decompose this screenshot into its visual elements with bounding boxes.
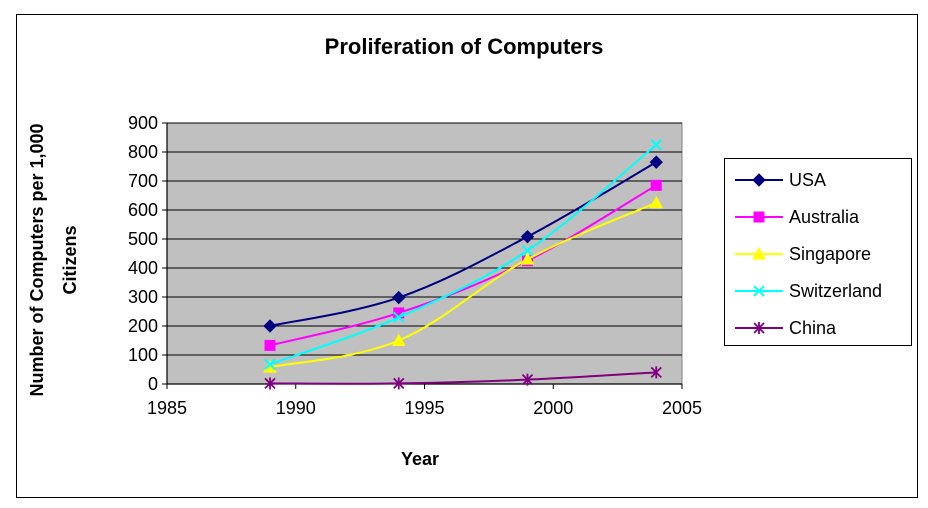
data-point-usa bbox=[392, 290, 406, 305]
data-point-australia bbox=[264, 339, 276, 351]
series-line-singapore bbox=[269, 201, 657, 369]
series-usa bbox=[263, 155, 663, 333]
legend-item-australia: Australia bbox=[725, 205, 911, 229]
series-switzerland bbox=[264, 139, 662, 370]
x-tick-label: 1995 bbox=[404, 398, 444, 418]
legend-marker-x bbox=[753, 285, 765, 297]
y-tick-label: 400 bbox=[128, 258, 158, 278]
legend-item-switzerland: Switzerland bbox=[725, 279, 911, 303]
data-point-usa bbox=[520, 229, 535, 244]
y-tick-label: 500 bbox=[128, 229, 158, 249]
y-tick-label: 100 bbox=[128, 345, 158, 365]
data-point-switzerland bbox=[264, 358, 276, 370]
series-line-switzerland bbox=[269, 143, 657, 366]
chart-title: Proliferation of Computers bbox=[324, 34, 604, 59]
legend-marker-usa bbox=[735, 173, 783, 187]
series-line-australia bbox=[269, 184, 657, 347]
data-point-singapore bbox=[391, 333, 406, 346]
y-tick-label: 600 bbox=[128, 200, 158, 220]
y-tick-label: 700 bbox=[128, 171, 158, 191]
y-tick-label: 200 bbox=[128, 316, 158, 336]
x-tick-label: 1985 bbox=[147, 398, 187, 418]
legend-marker-australia bbox=[735, 211, 783, 223]
legend-item-china: China bbox=[725, 316, 911, 340]
x-axis-title: Year bbox=[400, 449, 440, 469]
data-point-switzerland bbox=[521, 244, 534, 257]
series-china bbox=[264, 366, 662, 390]
data-point-switzerland bbox=[393, 311, 405, 324]
x-tick-label: 2005 bbox=[662, 398, 702, 418]
plot-background bbox=[166, 122, 683, 385]
y-tick-label: 0 bbox=[148, 374, 158, 394]
y-tick-label: 900 bbox=[128, 113, 158, 133]
data-point-china bbox=[650, 366, 662, 379]
legend-marker-square bbox=[753, 211, 765, 223]
legend-label-usa: USA bbox=[789, 170, 827, 190]
data-point-china bbox=[521, 373, 534, 386]
legend-marker-china bbox=[735, 322, 783, 334]
legend-item-usa: USA bbox=[725, 168, 911, 192]
data-point-singapore bbox=[649, 195, 664, 209]
legend-marker-diamond bbox=[752, 173, 766, 187]
legend-marker-asterisk bbox=[753, 322, 765, 334]
legend-item-singapore: Singapore bbox=[725, 242, 911, 266]
series-line-usa bbox=[269, 161, 657, 327]
legend-marker-triangle bbox=[752, 246, 766, 260]
y-tick-label: 300 bbox=[128, 287, 158, 307]
legend-marker-switzerland bbox=[735, 285, 783, 297]
data-point-switzerland bbox=[650, 139, 662, 151]
legend-label-china: China bbox=[789, 318, 837, 338]
series-singapore bbox=[263, 195, 664, 373]
legend-label-singapore: Singapore bbox=[789, 244, 872, 264]
data-point-china bbox=[264, 377, 276, 390]
data-point-singapore bbox=[520, 252, 535, 265]
x-tick-label: 2000 bbox=[533, 398, 573, 418]
legend-label-australia: Australia bbox=[789, 207, 860, 227]
x-tick-label: 1990 bbox=[276, 398, 316, 418]
data-point-usa bbox=[649, 155, 663, 169]
data-point-china bbox=[393, 377, 405, 390]
data-point-usa bbox=[263, 319, 277, 333]
series-line-china bbox=[269, 371, 657, 385]
legend: USA Australia Singapore Switzerland Chin… bbox=[724, 158, 912, 346]
y-tick-label: 800 bbox=[128, 142, 158, 162]
legend-label-switzerland: Switzerland bbox=[789, 281, 883, 301]
data-point-australia bbox=[650, 179, 662, 191]
legend-marker-singapore bbox=[735, 246, 783, 260]
